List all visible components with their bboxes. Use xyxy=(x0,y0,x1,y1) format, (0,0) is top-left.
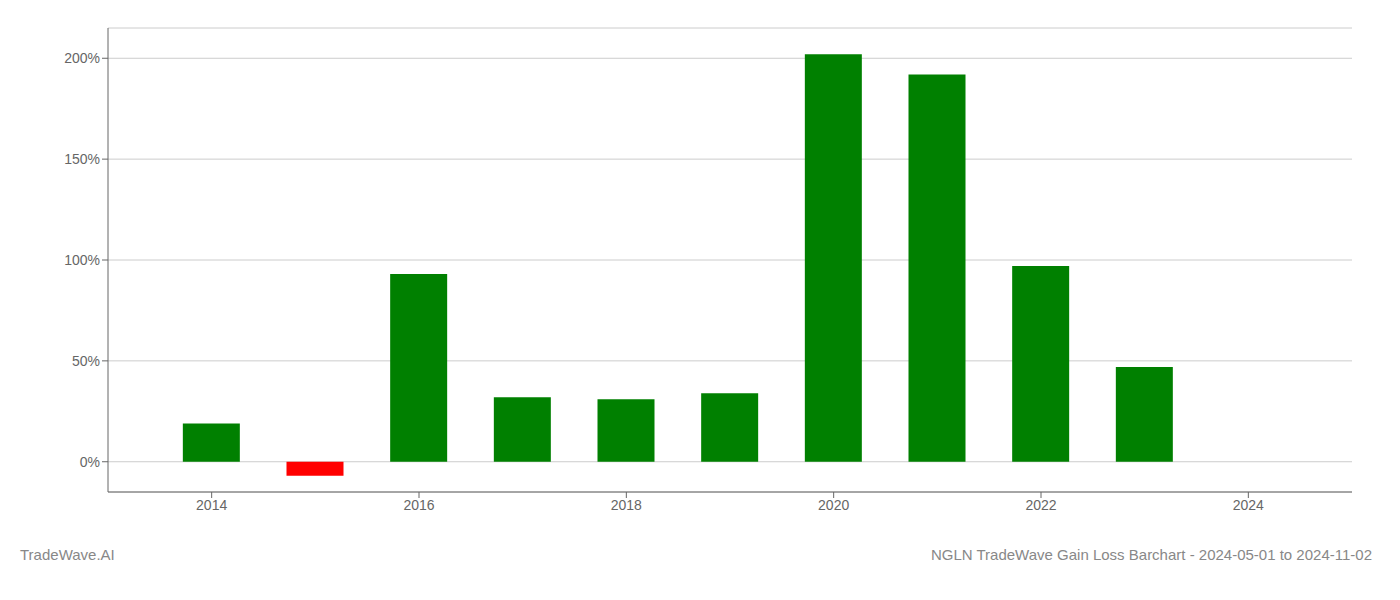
svg-text:50%: 50% xyxy=(72,353,100,369)
svg-text:2020: 2020 xyxy=(818,497,849,513)
svg-text:150%: 150% xyxy=(64,151,100,167)
html-text:TradeWave.AI: TradeWave.AI xyxy=(20,546,115,563)
svg-text:100%: 100% xyxy=(64,252,100,268)
html-text:NGLN TradeWave Gain Loss Barch: NGLN TradeWave Gain Loss Barchart - 2024… xyxy=(930,546,1372,563)
svg-text:2016: 2016 xyxy=(403,497,434,513)
svg-text:2024: 2024 xyxy=(1233,497,1264,513)
svg-text:2018: 2018 xyxy=(611,497,642,513)
svg-text:200%: 200% xyxy=(64,50,100,66)
svg-text:2014: 2014 xyxy=(196,497,227,513)
svg-text:0%: 0% xyxy=(80,454,100,470)
svg-text:2022: 2022 xyxy=(1025,497,1056,513)
